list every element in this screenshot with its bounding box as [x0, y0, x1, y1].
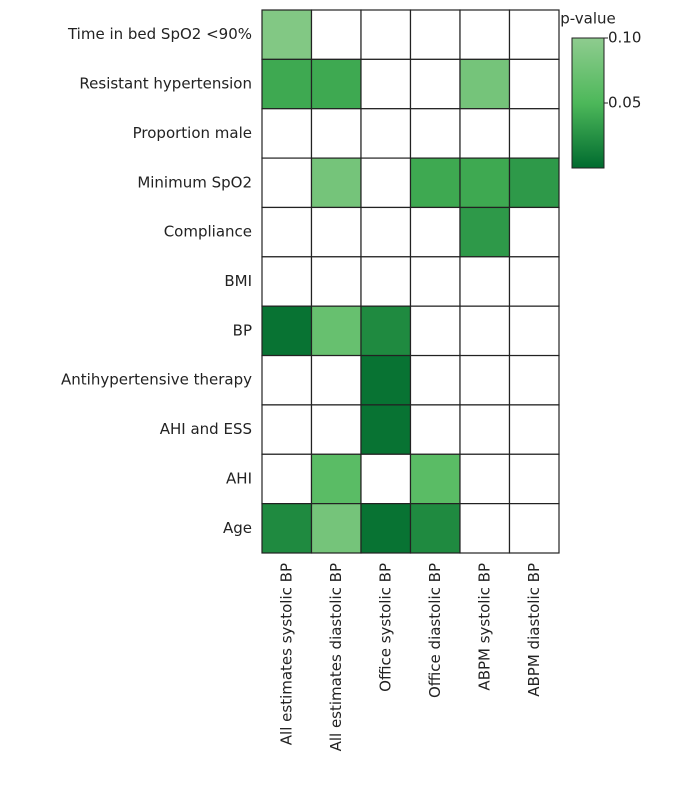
- row-label: Antihypertensive therapy: [61, 371, 252, 389]
- empty-cell: [310, 9, 362, 60]
- empty-cell: [409, 404, 461, 455]
- row-label: Time in bed SpO2 <90%: [67, 25, 252, 43]
- empty-cell: [360, 453, 412, 505]
- cell: [360, 503, 412, 554]
- colorbar: [571, 37, 605, 169]
- empty-cell: [261, 453, 313, 505]
- empty-cell: [409, 108, 461, 159]
- empty-cell: [508, 404, 560, 455]
- row-label: Minimum SpO2: [137, 173, 252, 191]
- empty-cell: [459, 503, 511, 554]
- row-label: Age: [223, 519, 252, 537]
- cell: [409, 453, 461, 505]
- empty-cell: [360, 256, 412, 307]
- colorbar-title: p-value: [560, 10, 616, 28]
- empty-cell: [360, 9, 412, 60]
- cell: [261, 9, 313, 60]
- cell: [459, 58, 511, 110]
- empty-cell: [508, 108, 560, 159]
- empty-cell: [261, 206, 313, 258]
- cell: [310, 157, 362, 209]
- empty-cell: [261, 256, 313, 307]
- empty-cell: [409, 9, 461, 60]
- empty-cell: [360, 206, 412, 258]
- empty-cell: [508, 206, 560, 258]
- empty-cell: [508, 9, 560, 60]
- empty-cell: [459, 453, 511, 505]
- empty-cell: [360, 108, 412, 159]
- empty-cell: [459, 256, 511, 307]
- column-label: Office systolic BP: [376, 563, 394, 692]
- empty-cell: [508, 58, 560, 110]
- empty-cell: [310, 256, 362, 307]
- empty-cell: [459, 9, 511, 60]
- cell: [409, 157, 461, 209]
- empty-cell: [508, 305, 560, 357]
- empty-cell: [508, 354, 560, 406]
- empty-cell: [261, 157, 313, 209]
- column-label: Office diastolic BP: [426, 563, 444, 698]
- empty-cell: [459, 404, 511, 455]
- empty-cell: [261, 354, 313, 406]
- empty-cell: [310, 354, 362, 406]
- empty-cell: [409, 256, 461, 307]
- cell: [409, 503, 461, 554]
- cell: [261, 305, 313, 357]
- cell: [360, 404, 412, 455]
- row-label: AHI: [226, 469, 252, 487]
- cell: [261, 58, 313, 110]
- empty-cell: [261, 404, 313, 455]
- cell: [310, 305, 362, 357]
- column-label: All estimates systolic BP: [277, 563, 295, 745]
- row-label: Compliance: [164, 223, 252, 241]
- empty-cell: [360, 157, 412, 209]
- empty-cell: [508, 453, 560, 505]
- cell: [310, 58, 362, 110]
- empty-cell: [310, 108, 362, 159]
- cell: [360, 354, 412, 406]
- empty-cell: [409, 206, 461, 258]
- colorbar-tick-label: 0.10: [608, 29, 641, 47]
- cell: [459, 206, 511, 258]
- row-label: BMI: [224, 272, 252, 290]
- cell: [310, 453, 362, 505]
- empty-cell: [261, 108, 313, 159]
- colorbar-tick-label: 0.05: [608, 94, 641, 112]
- row-label: BP: [233, 321, 252, 339]
- cell: [508, 157, 560, 209]
- empty-cell: [409, 305, 461, 357]
- empty-cell: [310, 404, 362, 455]
- empty-cell: [459, 305, 511, 357]
- empty-cell: [310, 206, 362, 258]
- cell: [459, 157, 511, 209]
- cell: [360, 305, 412, 357]
- empty-cell: [360, 58, 412, 110]
- row-label: AHI and ESS: [160, 420, 252, 438]
- row-label: Resistant hypertension: [79, 75, 252, 93]
- cell: [261, 503, 313, 554]
- empty-cell: [508, 256, 560, 307]
- empty-cell: [459, 354, 511, 406]
- column-label: ABPM systolic BP: [475, 563, 493, 691]
- empty-cell: [508, 503, 560, 554]
- empty-cell: [409, 58, 461, 110]
- empty-cell: [459, 108, 511, 159]
- cell: [310, 503, 362, 554]
- column-label: All estimates diastolic BP: [327, 563, 345, 751]
- row-label: Proportion male: [133, 124, 252, 142]
- column-label: ABPM diastolic BP: [525, 563, 543, 697]
- empty-cell: [409, 354, 461, 406]
